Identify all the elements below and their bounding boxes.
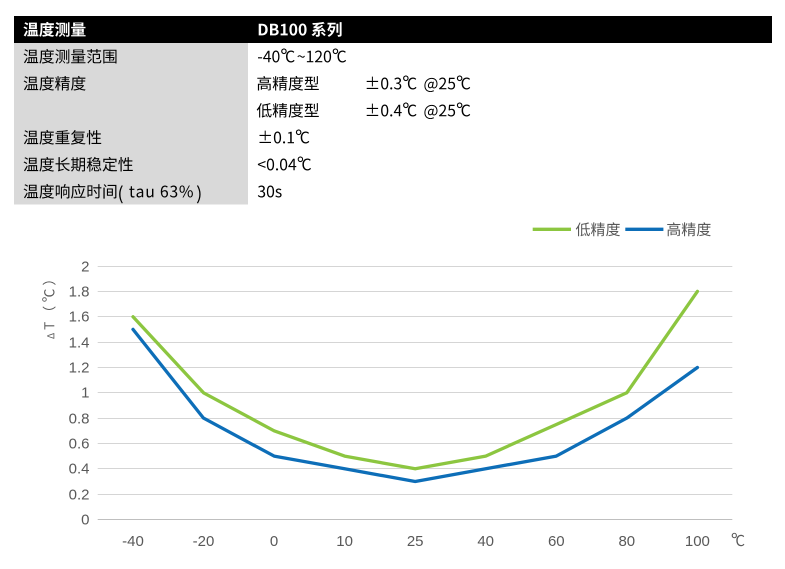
svg-text:2: 2	[81, 259, 89, 276]
svg-text:10: 10	[336, 533, 353, 550]
svg-text:40: 40	[477, 533, 494, 550]
svg-text:25: 25	[407, 533, 424, 550]
svg-text:1: 1	[81, 385, 89, 402]
svg-text:0.2: 0.2	[69, 487, 90, 504]
svg-text:1.4: 1.4	[69, 335, 90, 352]
svg-text:1.6: 1.6	[69, 309, 90, 326]
svg-text:80: 80	[618, 533, 635, 550]
svg-text:0: 0	[270, 533, 278, 550]
svg-text:1.8: 1.8	[69, 284, 90, 301]
svg-text:60: 60	[548, 533, 565, 550]
svg-text:-40: -40	[122, 533, 144, 550]
svg-text:1.2: 1.2	[69, 360, 90, 377]
svg-text:-20: -20	[193, 533, 215, 550]
svg-text:0: 0	[81, 512, 89, 529]
svg-text:0.6: 0.6	[69, 436, 90, 453]
svg-text:100: 100	[685, 533, 710, 550]
svg-text:0.4: 0.4	[69, 461, 90, 478]
svg-text:0.8: 0.8	[69, 411, 90, 428]
